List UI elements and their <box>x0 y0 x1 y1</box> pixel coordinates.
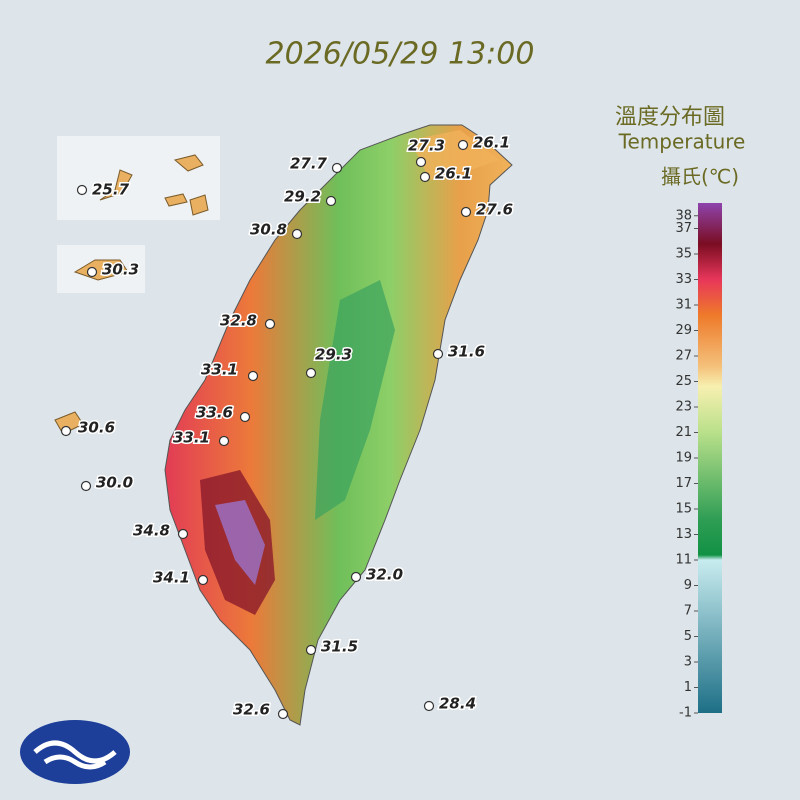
legend-title: 溫度分布圖 <box>615 105 725 130</box>
station-value: 25.7 <box>92 181 130 199</box>
station-dot <box>291 228 303 240</box>
islands <box>54 154 209 435</box>
station-value: 30.0 <box>96 474 133 492</box>
station-value: 34.8 <box>133 522 170 540</box>
colorbar <box>698 203 722 713</box>
station-value: 32.8 <box>220 312 257 330</box>
colorbar-tick-label: 21 <box>675 425 692 440</box>
station-dot <box>177 528 189 540</box>
station-dot <box>331 162 343 174</box>
colorbar-tick-label: 11 <box>675 553 692 568</box>
station-dot <box>325 195 337 207</box>
colorbar-tick-label: 38 <box>675 208 692 223</box>
station-value: 33.1 <box>173 429 210 447</box>
legend-unit: 攝氏(℃) <box>661 165 739 189</box>
station-value: 33.6 <box>196 404 233 422</box>
colorbar-tick-label: 13 <box>675 527 692 542</box>
colorbar-tick-label: 15 <box>675 502 692 517</box>
colorbar-tick-label: 5 <box>684 629 692 644</box>
station-dot <box>60 425 72 437</box>
colorbar-tick-label: 25 <box>675 374 692 389</box>
colorbar-tick-label: 27 <box>675 349 692 364</box>
colorbar-tick-label: 35 <box>675 247 692 262</box>
station-value: 26.1 <box>473 134 510 152</box>
station-value: 26.1 <box>435 165 472 183</box>
station-dot <box>415 156 427 168</box>
station-dot <box>76 184 88 196</box>
station-dot <box>460 206 472 218</box>
hottest-zone <box>215 500 265 585</box>
station-value: 28.4 <box>439 695 476 713</box>
colorbar-tick-label: 37 <box>675 221 692 236</box>
station-dot <box>80 480 92 492</box>
station-dot <box>432 348 444 360</box>
title: 2026/05/29 13:00 <box>266 37 535 72</box>
station-dot <box>457 139 469 151</box>
colorbar-tick-label: 7 <box>684 604 692 619</box>
station-dot <box>277 708 289 720</box>
station-value: 29.2 <box>284 188 321 206</box>
north-zone <box>410 130 500 180</box>
stations: 25.7 30.3 27.7 27.3 26.126.1 29.2 27.6 30.8 32.8… <box>60 132 515 720</box>
station-value: 32.6 <box>233 701 270 719</box>
station-dot <box>419 171 431 183</box>
station-dot <box>423 700 435 712</box>
logo-waves <box>33 740 117 770</box>
station-value: 29.3 <box>315 346 352 364</box>
station-dot <box>305 644 317 656</box>
colorbar-tick-label: 33 <box>675 272 692 287</box>
colorbar-tick-label: 23 <box>675 400 692 415</box>
station-value: 31.6 <box>448 343 485 361</box>
station-value: 34.1 <box>153 569 190 587</box>
station-value: 30.8 <box>250 221 287 239</box>
legend-subtitle: Temperature <box>618 130 746 154</box>
station-dot <box>247 370 259 382</box>
station-value: 27.3 <box>408 137 445 155</box>
station-value: 27.6 <box>476 201 513 219</box>
colorbar-tick-label: 31 <box>675 298 692 313</box>
station-dot <box>264 318 276 330</box>
colorbar-tick-label: -1 <box>679 706 692 721</box>
colorbar-tick-label: 1 <box>684 680 692 695</box>
mountains <box>315 280 395 520</box>
station-value: 30.6 <box>78 419 115 437</box>
station-dot <box>218 435 230 447</box>
colorbar-tick-label: 3 <box>684 655 692 670</box>
station-dot <box>350 571 362 583</box>
station-dot <box>239 411 251 423</box>
station-dot <box>305 367 317 379</box>
station-value: 30.3 <box>102 261 139 279</box>
colorbar-tick-label: 29 <box>675 323 692 338</box>
station-value: 33.1 <box>201 361 238 379</box>
station-value: 27.7 <box>290 155 328 173</box>
station-dot <box>197 574 209 586</box>
station-dot <box>86 266 98 278</box>
station-value: 31.5 <box>321 638 358 656</box>
colorbar-tick-label: 9 <box>684 578 692 593</box>
colorbar-tick-label: 19 <box>675 451 692 466</box>
station-value: 32.0 <box>366 566 403 584</box>
colorbar-tick-label: 17 <box>675 476 692 491</box>
